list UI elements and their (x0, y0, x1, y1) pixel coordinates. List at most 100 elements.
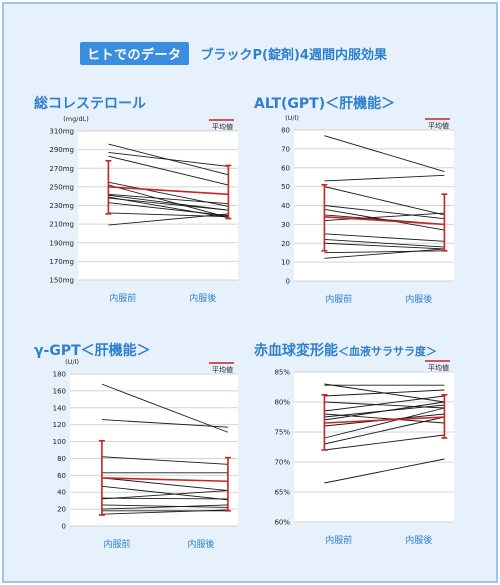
subject-line (324, 434, 445, 451)
legend-label: 平均値 (428, 363, 449, 372)
y-tick-label: 150mg (49, 277, 74, 285)
subject-line (324, 395, 445, 412)
y-tick-label: 100 (53, 438, 66, 446)
x-category-label: 内服前 (109, 292, 136, 304)
y-tick-label: 70 (281, 145, 290, 153)
subject-line (324, 174, 445, 182)
subject-line (108, 213, 229, 226)
subject-line (324, 242, 445, 250)
subject-line (101, 477, 228, 491)
plot-area (70, 374, 238, 526)
subject-line (324, 389, 445, 397)
y-unit-label: (U/l) (285, 114, 299, 122)
y-tick-label: 75% (274, 429, 290, 437)
subject-line (101, 504, 228, 510)
subject-line (101, 456, 228, 465)
y-tick-label: 60% (274, 519, 290, 527)
subject-line (101, 383, 229, 433)
y-tick-label: 190mg (49, 239, 74, 247)
y-tick-label: 0 (286, 278, 290, 286)
y-tick-label: 210mg (49, 221, 74, 229)
chart-title-main: γ-GPT＜肝機能＞ (34, 343, 151, 359)
y-tick-label: 0 (62, 523, 66, 531)
x-category-label: 内服前 (104, 538, 131, 550)
chart-title: γ-GPT＜肝機能＞ (34, 340, 151, 360)
y-tick-label: 80% (274, 399, 290, 407)
subject-line (108, 194, 229, 211)
y-tick-label: 10 (281, 259, 290, 267)
header: ヒトでのデータ ブラックP(錠剤)4週間内服効果 (80, 41, 387, 65)
y-tick-label: 40 (57, 489, 66, 497)
y-tick-label: 20 (281, 240, 290, 248)
y-tick-label: 80 (57, 455, 66, 463)
x-category-label: 内服後 (405, 293, 432, 305)
subject-line (324, 212, 445, 222)
subject-line (324, 250, 445, 254)
chart-title: 総コレステロール (34, 93, 146, 113)
chart-title-main: 総コレステロール (34, 96, 146, 112)
chart-title-main: 赤血球変形能 (254, 343, 338, 359)
y-tick-label: 60 (281, 164, 290, 172)
chart-title: 赤血球変形能＜血液サラサラ度＞ (254, 340, 437, 360)
y-tick-label: 170mg (49, 258, 74, 266)
subject-line (101, 490, 228, 500)
header-title: ブラックP(錠剤)4週間内服効果 (200, 47, 387, 63)
subject-line (324, 205, 445, 220)
y-tick-label: 250mg (49, 183, 74, 191)
header-badge: ヒトでのデータ (80, 41, 189, 65)
y-unit-label: (U/l) (65, 358, 79, 366)
legend-label: 平均値 (428, 121, 449, 130)
subject-line (101, 497, 228, 500)
subject-line (324, 186, 445, 216)
subject-line (108, 196, 229, 219)
y-tick-label: 290mg (49, 146, 74, 154)
chart-title-sub: ＜血液サラサラ度＞ (338, 345, 437, 358)
subject-line (324, 401, 445, 421)
subject-line (108, 193, 229, 205)
x-category-label: 内服前 (325, 534, 352, 546)
x-category-label: 内服後 (405, 534, 432, 546)
subject-line (324, 239, 445, 248)
subject-line (108, 197, 229, 211)
subject-line (324, 135, 445, 172)
subject-line (108, 184, 229, 219)
y-tick-label: 30 (281, 221, 290, 229)
y-tick-label: 80 (281, 127, 290, 135)
y-tick-label: 120 (53, 421, 66, 429)
chart-title: ALT(GPT)＜肝機能＞ (254, 93, 395, 113)
subject-line (324, 458, 445, 484)
subject-line (324, 416, 445, 445)
mean-line (108, 186, 229, 196)
chart-title-main: ALT(GPT)＜肝機能＞ (254, 96, 396, 112)
plot-area (294, 372, 454, 522)
mean-line (324, 416, 445, 424)
subject-line (324, 248, 445, 259)
subject-line (101, 419, 228, 428)
y-tick-label: 20 (57, 506, 66, 514)
subject-line (101, 509, 228, 515)
y-tick-label: 270mg (49, 165, 74, 173)
subject-line (101, 485, 228, 501)
subject-line (108, 202, 229, 217)
y-tick-label: 65% (274, 489, 290, 497)
mean-line (101, 477, 228, 483)
y-tick-label: 70% (274, 459, 290, 467)
subject-line (324, 407, 445, 439)
legend-label: 平均値 (212, 122, 233, 131)
subject-line (108, 151, 229, 167)
y-tick-label: 160 (53, 387, 66, 395)
subject-line (101, 504, 228, 508)
y-tick-label: 230mg (49, 202, 74, 210)
x-category-label: 内服前 (325, 293, 352, 305)
x-category-label: 内服後 (188, 538, 215, 550)
y-tick-label: 310mg (49, 128, 74, 136)
y-tick-label: 180 (53, 371, 66, 379)
subject-line (324, 233, 445, 242)
y-tick-label: 60 (57, 472, 66, 480)
mean-line (324, 216, 445, 226)
